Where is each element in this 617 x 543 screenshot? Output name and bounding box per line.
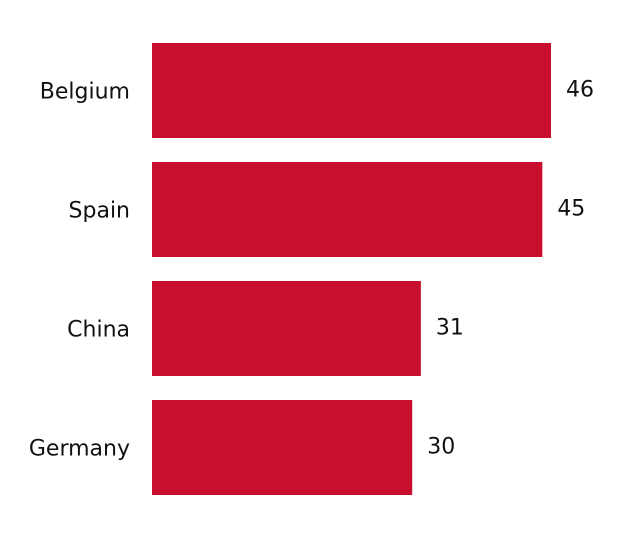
category-labels-layer: Belgium Spain China Germany [29,80,130,462]
category-label-germany: Germany [29,437,130,462]
bars-layer [152,43,551,495]
category-label-china: China [67,318,130,343]
value-label-spain: 45 [557,197,585,222]
value-label-china: 31 [436,316,464,341]
category-label-belgium: Belgium [40,80,130,105]
category-label-spain: Spain [69,199,130,224]
bar-germany [152,400,413,495]
value-labels-layer: 46 45 31 30 [427,78,594,460]
bar-spain [152,162,543,257]
value-label-germany: 30 [427,435,455,460]
bar-belgium [152,43,551,138]
value-label-belgium: 46 [566,78,594,103]
bar-china [152,281,421,376]
